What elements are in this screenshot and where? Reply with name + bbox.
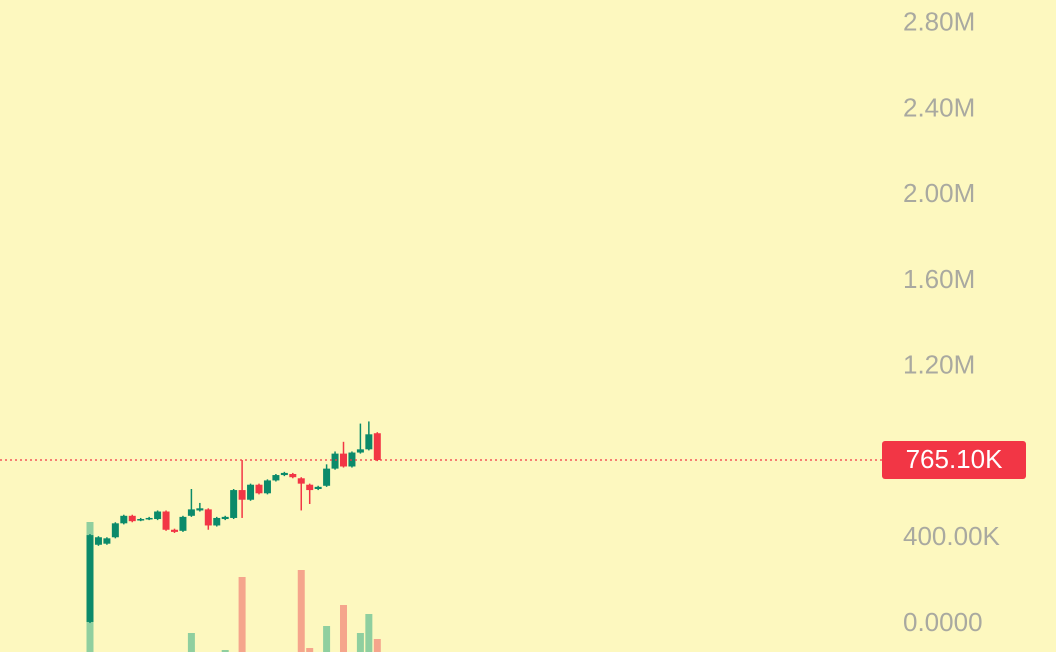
candle-body	[120, 515, 128, 524]
candle-body	[314, 486, 322, 489]
candle-body	[323, 468, 331, 486]
volume-bar	[323, 626, 331, 652]
candle-body	[263, 480, 271, 494]
volume-bar	[187, 633, 195, 652]
candle-body	[221, 516, 229, 520]
candle-body	[154, 511, 162, 520]
y-tick-label: 2.40M	[903, 92, 975, 122]
candle-body	[162, 511, 170, 530]
candle-body	[111, 523, 119, 538]
candle-body	[272, 475, 280, 481]
y-tick-label: 1.20M	[903, 350, 975, 380]
candle-body	[230, 490, 238, 518]
candle-body	[297, 478, 305, 484]
volume-bar	[221, 650, 229, 652]
y-tick-label: 2.80M	[903, 6, 975, 36]
candle-body	[187, 509, 195, 516]
volume-bar	[340, 605, 347, 652]
candle-body	[145, 517, 153, 520]
y-tick-label: 400.00K	[903, 521, 1001, 551]
volume-bar	[356, 633, 364, 652]
candle-body	[247, 484, 255, 500]
candle-body	[373, 433, 381, 461]
candle-body	[356, 449, 364, 453]
candle-body	[365, 434, 373, 450]
candle-body	[280, 472, 288, 476]
candle-body	[179, 516, 187, 531]
candle-body	[196, 508, 204, 511]
candle-body	[255, 484, 263, 494]
volume-bar	[373, 639, 381, 652]
candle-body	[340, 453, 347, 467]
last-price-label: 765.10K	[906, 444, 1004, 474]
candle-body	[171, 529, 178, 532]
candle-body	[331, 453, 339, 469]
volume-bar	[306, 648, 314, 652]
y-tick-label: 1.60M	[903, 264, 975, 294]
candle-body	[137, 519, 145, 521]
candle-body	[213, 517, 221, 526]
candle-body	[128, 515, 136, 522]
y-tick-label: 0.0000	[903, 607, 983, 637]
candle-body	[289, 473, 297, 478]
candle-body	[94, 537, 102, 545]
candle-body	[86, 535, 94, 622]
candle-body	[306, 484, 314, 491]
candle-body	[238, 490, 246, 500]
candle-body	[103, 538, 111, 544]
candle-body	[204, 509, 212, 526]
y-tick-label: 2.00M	[903, 178, 975, 208]
volume-bar	[365, 614, 373, 652]
volume-bar	[297, 570, 305, 652]
volume-bar	[238, 577, 246, 652]
last-price-box	[882, 441, 1026, 480]
